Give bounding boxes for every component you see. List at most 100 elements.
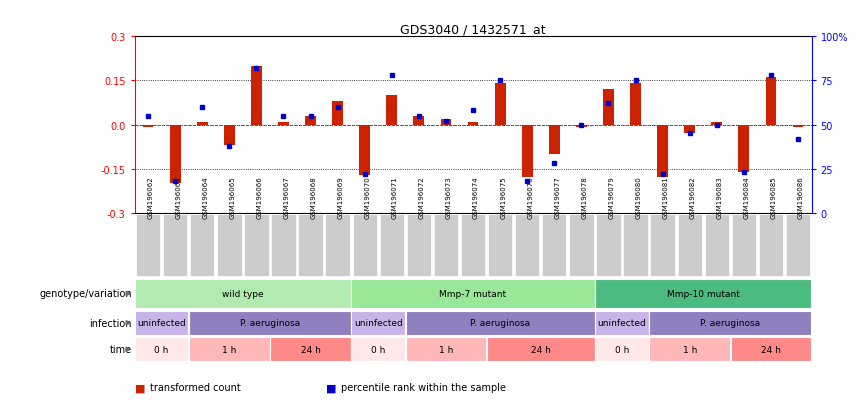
Text: 0 h: 0 h — [615, 345, 629, 354]
Bar — [332, 102, 343, 125]
Text: uninfected: uninfected — [598, 318, 647, 328]
Bar — [251, 66, 262, 125]
Text: P. aeruginosa: P. aeruginosa — [700, 318, 760, 328]
Text: P. aeruginosa: P. aeruginosa — [240, 318, 300, 328]
FancyBboxPatch shape — [786, 215, 810, 276]
Bar — [792, 125, 804, 128]
FancyBboxPatch shape — [596, 215, 621, 276]
Bar — [386, 96, 398, 125]
Text: ■: ■ — [135, 382, 145, 392]
Bar — [278, 122, 289, 125]
Text: GSM196066: GSM196066 — [256, 176, 262, 218]
FancyBboxPatch shape — [649, 337, 730, 361]
Bar — [630, 84, 641, 125]
Text: GSM196078: GSM196078 — [582, 176, 588, 218]
Text: GSM196069: GSM196069 — [338, 176, 344, 218]
FancyBboxPatch shape — [135, 311, 188, 335]
Text: 24 h: 24 h — [300, 345, 320, 354]
FancyBboxPatch shape — [326, 215, 350, 276]
Text: GSM196084: GSM196084 — [744, 176, 750, 218]
Text: 0 h: 0 h — [155, 345, 168, 354]
FancyBboxPatch shape — [189, 311, 351, 335]
Text: GSM196067: GSM196067 — [284, 176, 290, 218]
FancyBboxPatch shape — [487, 337, 595, 361]
FancyBboxPatch shape — [272, 215, 296, 276]
Text: GSM196071: GSM196071 — [391, 176, 398, 218]
Text: GSM196070: GSM196070 — [365, 176, 371, 218]
Bar — [468, 122, 478, 125]
FancyBboxPatch shape — [650, 215, 674, 276]
Text: infection: infection — [89, 318, 132, 328]
Bar — [142, 125, 154, 128]
Bar — [224, 125, 234, 146]
Text: time: time — [109, 344, 132, 354]
FancyBboxPatch shape — [731, 337, 812, 361]
FancyBboxPatch shape — [595, 279, 812, 309]
FancyBboxPatch shape — [705, 215, 729, 276]
Text: GSM196062: GSM196062 — [148, 176, 155, 218]
Text: 1 h: 1 h — [439, 345, 453, 354]
Bar — [359, 125, 370, 175]
Text: P. aeruginosa: P. aeruginosa — [470, 318, 530, 328]
Text: 1 h: 1 h — [222, 345, 236, 354]
FancyBboxPatch shape — [217, 215, 241, 276]
Bar — [441, 119, 451, 125]
Text: GSM196080: GSM196080 — [635, 176, 641, 218]
Text: GSM196077: GSM196077 — [555, 176, 561, 218]
FancyBboxPatch shape — [649, 311, 812, 335]
Text: GSM196072: GSM196072 — [419, 176, 425, 218]
Bar — [684, 125, 695, 134]
Text: GSM196076: GSM196076 — [527, 176, 533, 218]
Text: GSM196074: GSM196074 — [473, 176, 479, 218]
Text: GSM196081: GSM196081 — [662, 176, 668, 218]
Text: 1 h: 1 h — [682, 345, 697, 354]
Text: GSM196064: GSM196064 — [202, 176, 208, 218]
Text: ■: ■ — [326, 382, 336, 392]
FancyBboxPatch shape — [135, 279, 351, 309]
FancyBboxPatch shape — [595, 337, 648, 361]
Text: GSM196083: GSM196083 — [717, 176, 723, 218]
FancyBboxPatch shape — [136, 215, 161, 276]
Text: Mmp-7 mutant: Mmp-7 mutant — [439, 289, 507, 298]
Bar — [766, 78, 776, 125]
Text: uninfected: uninfected — [354, 318, 403, 328]
Bar — [549, 125, 560, 154]
FancyBboxPatch shape — [434, 215, 458, 276]
FancyBboxPatch shape — [135, 337, 188, 361]
Text: Mmp-10 mutant: Mmp-10 mutant — [667, 289, 740, 298]
FancyBboxPatch shape — [595, 311, 648, 335]
Text: uninfected: uninfected — [137, 318, 186, 328]
Text: genotype/variation: genotype/variation — [39, 289, 132, 299]
Text: transformed count: transformed count — [150, 382, 241, 392]
FancyBboxPatch shape — [732, 215, 756, 276]
FancyBboxPatch shape — [299, 215, 323, 276]
Bar — [576, 125, 587, 128]
Bar — [739, 125, 749, 172]
Bar — [712, 122, 722, 125]
FancyBboxPatch shape — [569, 215, 594, 276]
FancyBboxPatch shape — [461, 215, 485, 276]
FancyBboxPatch shape — [352, 279, 595, 309]
Text: GSM196082: GSM196082 — [690, 176, 696, 218]
Bar — [495, 84, 505, 125]
Text: GSM196075: GSM196075 — [500, 176, 506, 218]
FancyBboxPatch shape — [379, 215, 404, 276]
Text: 24 h: 24 h — [531, 345, 550, 354]
Bar — [306, 116, 316, 125]
Text: GSM196086: GSM196086 — [798, 176, 804, 218]
FancyBboxPatch shape — [163, 215, 187, 276]
FancyBboxPatch shape — [678, 215, 702, 276]
Bar — [413, 116, 424, 125]
Text: 24 h: 24 h — [761, 345, 781, 354]
FancyBboxPatch shape — [515, 215, 539, 276]
FancyBboxPatch shape — [244, 215, 268, 276]
FancyBboxPatch shape — [407, 215, 431, 276]
Text: GSM196065: GSM196065 — [229, 176, 235, 218]
FancyBboxPatch shape — [405, 311, 595, 335]
Bar — [522, 125, 533, 178]
FancyBboxPatch shape — [352, 311, 405, 335]
FancyBboxPatch shape — [189, 337, 270, 361]
FancyBboxPatch shape — [759, 215, 783, 276]
FancyBboxPatch shape — [542, 215, 567, 276]
Bar — [170, 125, 181, 184]
